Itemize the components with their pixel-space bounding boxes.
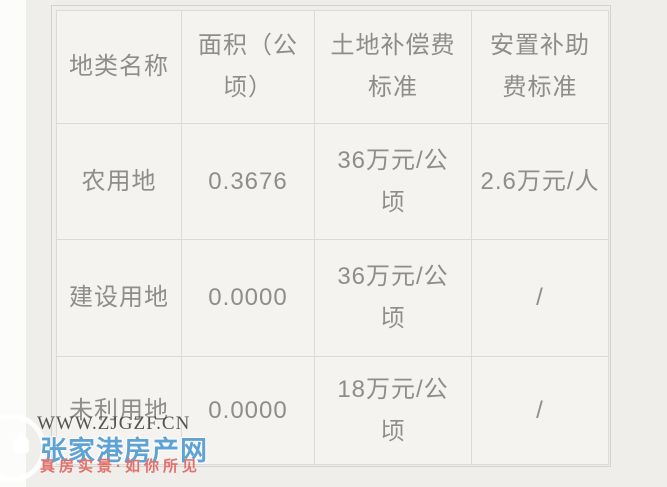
cell-area: 0.0000 — [181, 356, 315, 465]
cell-land-type: 未利用地 — [56, 356, 182, 465]
land-compensation-table: 地类名称 面积（公 顷） 土地补偿费 标准 安置补助 费标准 农用地 0.367… — [56, 10, 609, 465]
header-resettlement-subsidy-standard: 安置补助 费标准 — [471, 10, 609, 124]
table-row: 未利用地 0.0000 18万元/公 顷 / — [56, 356, 609, 465]
page-left-margin — [0, 0, 26, 487]
cell-land-type: 建设用地 — [56, 239, 182, 357]
table-row: 农用地 0.3676 36万元/公 顷 2.6万元/人 — [56, 123, 609, 240]
cell-land-compensation: 18万元/公 顷 — [314, 356, 472, 465]
header-land-compensation-standard: 土地补偿费 标准 — [314, 10, 472, 124]
cell-area: 0.3676 — [181, 123, 315, 240]
cell-resettlement-subsidy: / — [471, 356, 609, 465]
cell-resettlement-subsidy: / — [471, 239, 609, 357]
header-area: 面积（公 顷） — [181, 10, 315, 124]
cell-resettlement-subsidy: 2.6万元/人 — [471, 123, 609, 240]
cell-area: 0.0000 — [181, 239, 315, 357]
header-land-type: 地类名称 — [56, 10, 182, 124]
compensation-table-container: 地类名称 面积（公 顷） 土地补偿费 标准 安置补助 费标准 农用地 0.367… — [51, 5, 611, 467]
cell-land-compensation: 36万元/公 顷 — [314, 123, 472, 240]
cell-land-type: 农用地 — [56, 123, 182, 240]
table-row: 建设用地 0.0000 36万元/公 顷 / — [56, 239, 609, 357]
table-header-row: 地类名称 面积（公 顷） 土地补偿费 标准 安置补助 费标准 — [56, 10, 609, 124]
cell-land-compensation: 36万元/公 顷 — [314, 239, 472, 357]
